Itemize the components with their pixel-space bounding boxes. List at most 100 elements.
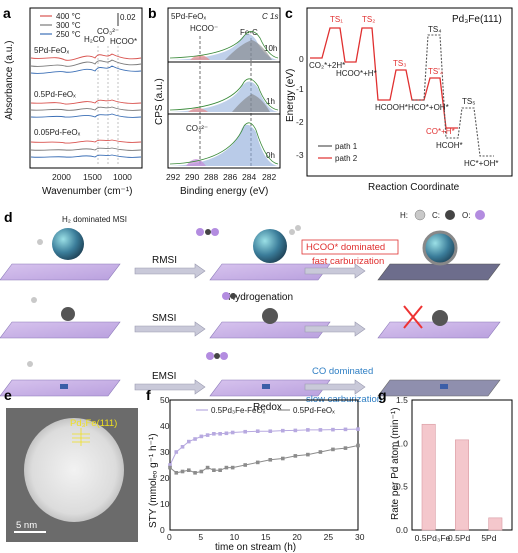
panel-label-c: c bbox=[285, 5, 293, 21]
scalebar-label: 5 nm bbox=[16, 520, 37, 531]
species-hc: HC*+OH* bbox=[464, 159, 498, 168]
panel-f-ytick-4: 40 bbox=[160, 421, 170, 431]
panel-label-d: d bbox=[4, 209, 13, 225]
panel-f-ytick-5: 50 bbox=[160, 395, 170, 405]
panel-g-xtick-0: 0.5Pd₃Fe bbox=[415, 533, 451, 543]
panel-label-g: g bbox=[378, 387, 387, 403]
label-rmsi: RMSI bbox=[152, 255, 177, 266]
species-hco: HCO*+OH* bbox=[408, 103, 449, 112]
key-h-sphere bbox=[414, 209, 426, 221]
panel-b-xtick-1: 290 bbox=[185, 172, 199, 182]
panel-c-ylabel: Energy (eV) bbox=[285, 69, 296, 122]
series-0-point bbox=[212, 432, 216, 436]
series-1-point bbox=[230, 465, 235, 470]
series-0-point bbox=[187, 439, 191, 444]
panel-a-xlabel: Wavenumber (cm⁻¹) bbox=[42, 186, 132, 197]
result2-b: slow carburization bbox=[306, 394, 382, 405]
sample-005pd: 0.05Pd-FeOₓ bbox=[34, 128, 81, 137]
bar-2 bbox=[488, 517, 503, 531]
series-1-point bbox=[281, 456, 285, 461]
series-1-point bbox=[331, 447, 335, 452]
time-0h: 0h bbox=[266, 151, 275, 160]
series-line-1 bbox=[169, 445, 359, 474]
panel-a-xtick-1: 1500 bbox=[83, 172, 102, 182]
series-0-point bbox=[168, 463, 172, 467]
panel-g-xtick-2: 5Pd bbox=[481, 533, 496, 543]
panel-c-title: Pd₃Fe(111) bbox=[452, 14, 502, 25]
panel-c-ytick-0: 0 bbox=[299, 54, 304, 64]
series-1-point bbox=[306, 452, 310, 457]
species-hcoo: HCOO*+H* bbox=[336, 69, 377, 78]
panel-a-frame bbox=[29, 7, 143, 169]
species-hcooh: HCOOH* bbox=[375, 103, 408, 112]
ts2-label: TS₂ bbox=[362, 15, 375, 24]
annot-fec: Fe-C bbox=[240, 28, 258, 37]
key-h: H: bbox=[400, 211, 408, 220]
legend-400-label: 400 °C bbox=[56, 12, 81, 21]
legend-path1-label: path 1 bbox=[335, 142, 358, 151]
panel-label-f: f bbox=[146, 387, 151, 403]
row-arrows bbox=[134, 263, 366, 395]
panel-g-ytick-3: 1.5 bbox=[396, 395, 408, 405]
sample-5pd: 5Pd-FeOₓ bbox=[34, 46, 69, 55]
panel-f-xtick-0: 0 bbox=[167, 532, 172, 542]
annot-hcoo-b: HCOO⁻ bbox=[190, 24, 218, 33]
result2-a: CO dominated bbox=[312, 366, 373, 377]
legend-path2-label: path 2 bbox=[335, 154, 358, 163]
bar-1 bbox=[455, 439, 469, 531]
series-1-point bbox=[268, 458, 273, 462]
series-0-point bbox=[255, 429, 260, 433]
series-1-point bbox=[343, 446, 348, 450]
panel-b-box-10h bbox=[167, 7, 281, 63]
label-redox: Redox bbox=[253, 402, 282, 413]
legend-250-label: 250 °C bbox=[56, 30, 81, 39]
result1-box bbox=[301, 239, 399, 255]
panel-b-ylabel: CPS (a.u.) bbox=[154, 78, 165, 125]
series-0-point bbox=[243, 429, 247, 434]
bar-0 bbox=[421, 423, 436, 531]
key-c-sphere bbox=[445, 210, 455, 220]
d-top-note: H₂ dominated MSI bbox=[62, 215, 127, 224]
series-0-point bbox=[174, 450, 179, 454]
panel-f-xtick-5: 25 bbox=[324, 532, 334, 542]
series-1-point bbox=[356, 443, 360, 448]
label-smsi: SMSI bbox=[152, 313, 176, 324]
series-1-point bbox=[224, 465, 229, 470]
result1-a: HCOO* dominated bbox=[306, 242, 385, 253]
key-o: O: bbox=[462, 211, 470, 220]
panel-a-xtick-0: 2000 bbox=[52, 172, 71, 182]
panel-a-xtick-2: 1000 bbox=[113, 172, 132, 182]
series-line-0 bbox=[169, 428, 359, 466]
panel-c-xlabel: Reaction Coordinate bbox=[368, 182, 460, 193]
series-1-point bbox=[218, 468, 222, 472]
panel-g-ytick-1: 0.5 bbox=[396, 482, 408, 492]
species-co2: CO₂*+2H* bbox=[309, 61, 345, 70]
panel-b-box-0h bbox=[167, 113, 281, 169]
panel-f-ylabel: STY (mmolₑₒ g⁻¹ h⁻¹) bbox=[148, 433, 159, 528]
panel-b-xlabel: Binding energy (eV) bbox=[180, 186, 268, 197]
series-0-point bbox=[193, 437, 197, 441]
panel-b-peaks bbox=[169, 31, 279, 166]
panel-b-title: 5Pd-FeOₓ bbox=[171, 12, 206, 21]
panel-g-xtick-1: 0.5Pd bbox=[448, 533, 470, 543]
panel-b-box-1h bbox=[167, 61, 281, 115]
legend-f-label-1: 0.5Pd-FeOₓ bbox=[293, 406, 335, 415]
panel-f-xtick-1: 5 bbox=[198, 532, 203, 542]
panel-f-xlabel: time on stream (h) bbox=[215, 542, 296, 553]
series-0-point bbox=[230, 430, 235, 435]
panel-label-a: a bbox=[3, 5, 11, 21]
panel-f-ytick-3: 30 bbox=[160, 447, 170, 457]
series-0-point bbox=[180, 445, 185, 449]
row-smsi-slabs bbox=[0, 305, 501, 339]
series-0-point bbox=[281, 428, 285, 433]
panel-f-ytick-2: 20 bbox=[160, 473, 170, 483]
panel-b-xtick-2: 288 bbox=[204, 172, 218, 182]
series-1-point bbox=[199, 469, 204, 474]
panel-b-xtick-5: 282 bbox=[262, 172, 276, 182]
panel-f-xtick-4: 20 bbox=[292, 532, 302, 542]
series-0-point bbox=[331, 427, 335, 432]
